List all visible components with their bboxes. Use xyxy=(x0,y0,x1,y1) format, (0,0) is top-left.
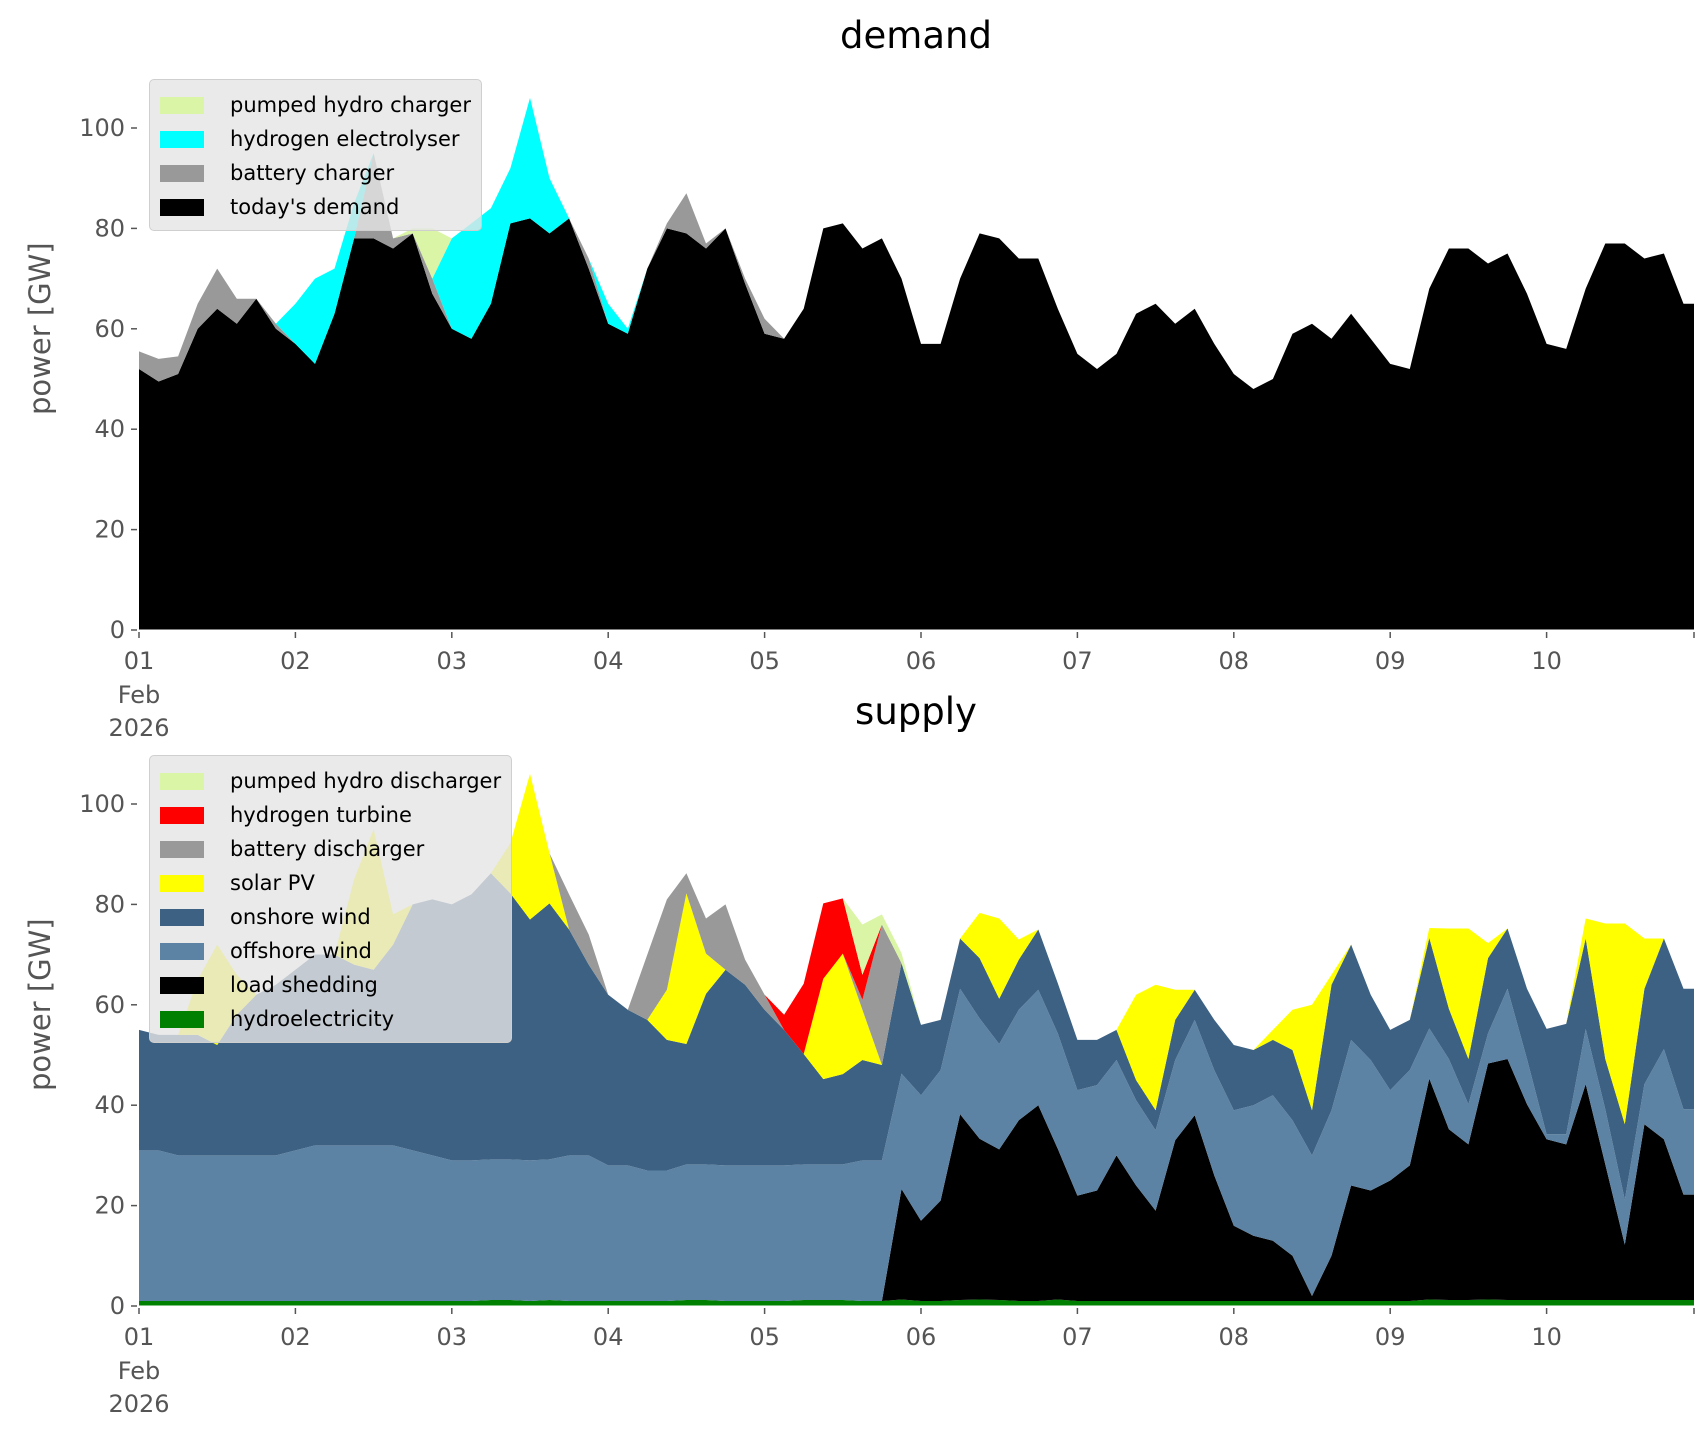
x-tick-label: 04 xyxy=(593,647,624,675)
legend-item: pumped hydro discharger xyxy=(160,764,501,798)
legend-label: pumped hydro charger xyxy=(230,93,471,117)
supply-y-axis-label: power [GW] xyxy=(23,918,57,1091)
y-tick-label: 20 xyxy=(94,516,125,544)
area-solar-pv xyxy=(139,773,1694,1125)
x-tick-label: 01 xyxy=(124,1323,155,1351)
supply-legend: pumped hydro discharger hydrogen turbine… xyxy=(149,755,513,1043)
x-tick-label: 05 xyxy=(749,1323,780,1351)
x-tick-label: 06 xyxy=(906,1323,937,1351)
legend-label: battery discharger xyxy=(230,837,425,861)
x-tick-label: 05 xyxy=(749,647,780,675)
area-today-s-demand xyxy=(139,218,1694,630)
y-tick-label: 100 xyxy=(79,790,125,818)
legend-swatch xyxy=(160,806,204,824)
legend-item: solar PV xyxy=(160,866,501,900)
legend-label: solar PV xyxy=(230,871,315,895)
legend-swatch xyxy=(160,130,204,148)
x-tick-label: 07 xyxy=(1062,647,1093,675)
x-tick-sublabel: 2026 xyxy=(108,714,169,742)
x-tick-sublabel: Feb xyxy=(118,1357,161,1385)
x-tick-label: 10 xyxy=(1531,1323,1562,1351)
y-tick-label: 0 xyxy=(110,1292,125,1320)
area-offshore-wind xyxy=(139,988,1694,1301)
y-tick-label: 60 xyxy=(94,315,125,343)
y-tick-label: 40 xyxy=(94,415,125,443)
supply-title: supply xyxy=(855,690,977,733)
legend-item: load shedding xyxy=(160,968,501,1002)
x-tick-label: 04 xyxy=(593,1323,624,1351)
legend-label: hydrogen electrolyser xyxy=(230,127,460,151)
demand-legend: pumped hydro charger hydrogen electrolys… xyxy=(149,79,482,231)
legend-item: battery charger xyxy=(160,156,471,190)
area-hydroelectricity xyxy=(139,1299,1694,1306)
x-tick-label: 09 xyxy=(1375,647,1406,675)
legend-label: onshore wind xyxy=(230,905,371,929)
legend-swatch xyxy=(160,198,204,216)
legend-item: pumped hydro charger xyxy=(160,88,471,122)
y-tick-label: 20 xyxy=(94,1192,125,1220)
y-tick-label: 80 xyxy=(94,890,125,918)
legend-swatch xyxy=(160,1010,204,1028)
legend-swatch xyxy=(160,772,204,790)
x-tick-label: 02 xyxy=(280,647,311,675)
legend-label: offshore wind xyxy=(230,939,372,963)
area-load-shedding xyxy=(139,1059,1694,1301)
legend-item: hydroelectricity xyxy=(160,1002,501,1036)
y-tick-label: 80 xyxy=(94,214,125,242)
legend-label: hydrogen turbine xyxy=(230,803,412,827)
legend-item: hydrogen turbine xyxy=(160,798,501,832)
legend-item: offshore wind xyxy=(160,934,501,968)
legend-label: hydroelectricity xyxy=(230,1007,395,1031)
y-tick-label: 0 xyxy=(110,616,125,644)
legend-item: hydrogen electrolyser xyxy=(160,122,471,156)
legend-label: pumped hydro discharger xyxy=(230,769,502,793)
x-tick-label: 03 xyxy=(437,647,468,675)
legend-swatch xyxy=(160,976,204,994)
x-tick-sublabel: Feb xyxy=(118,681,161,709)
supply-chart: 0 20 40 60 80 100 01 02 03 04 05 06 07 08 09 10 Feb 2026 xyxy=(79,773,1695,1418)
legend-item: onshore wind xyxy=(160,900,501,934)
demand-y-axis-label: power [GW] xyxy=(23,242,57,415)
x-tick-label: 02 xyxy=(280,1323,311,1351)
x-tick-label: 08 xyxy=(1219,1323,1250,1351)
legend-swatch xyxy=(160,942,204,960)
x-tick-label: 06 xyxy=(906,647,937,675)
x-tick-label: 03 xyxy=(437,1323,468,1351)
area-hydrogen-electrolyser xyxy=(139,97,1694,390)
demand-title: demand xyxy=(840,14,992,57)
x-tick-label: 07 xyxy=(1062,1323,1093,1351)
legend-swatch xyxy=(160,96,204,114)
legend-swatch xyxy=(160,908,204,926)
x-tick-label: 10 xyxy=(1531,647,1562,675)
legend-label: today's demand xyxy=(230,195,400,219)
x-tick-label: 09 xyxy=(1375,1323,1406,1351)
legend-item: today's demand xyxy=(160,190,471,224)
demand-chart: 0 20 40 60 80 100 01 02 03 04 05 06 07 08 09 10 Feb 2026 xyxy=(79,97,1695,742)
legend-swatch xyxy=(160,164,204,182)
legend-swatch xyxy=(160,840,204,858)
x-tick-label: 01 xyxy=(124,647,155,675)
legend-swatch xyxy=(160,874,204,892)
legend-item: battery discharger xyxy=(160,832,501,866)
area-onshore-wind xyxy=(139,873,1694,1200)
y-tick-label: 60 xyxy=(94,991,125,1019)
x-tick-sublabel: 2026 xyxy=(108,1390,169,1418)
x-tick-label: 08 xyxy=(1219,647,1250,675)
legend-label: load shedding xyxy=(230,973,378,997)
y-tick-label: 100 xyxy=(79,114,125,142)
y-tick-label: 40 xyxy=(94,1091,125,1119)
legend-label: battery charger xyxy=(230,161,395,185)
